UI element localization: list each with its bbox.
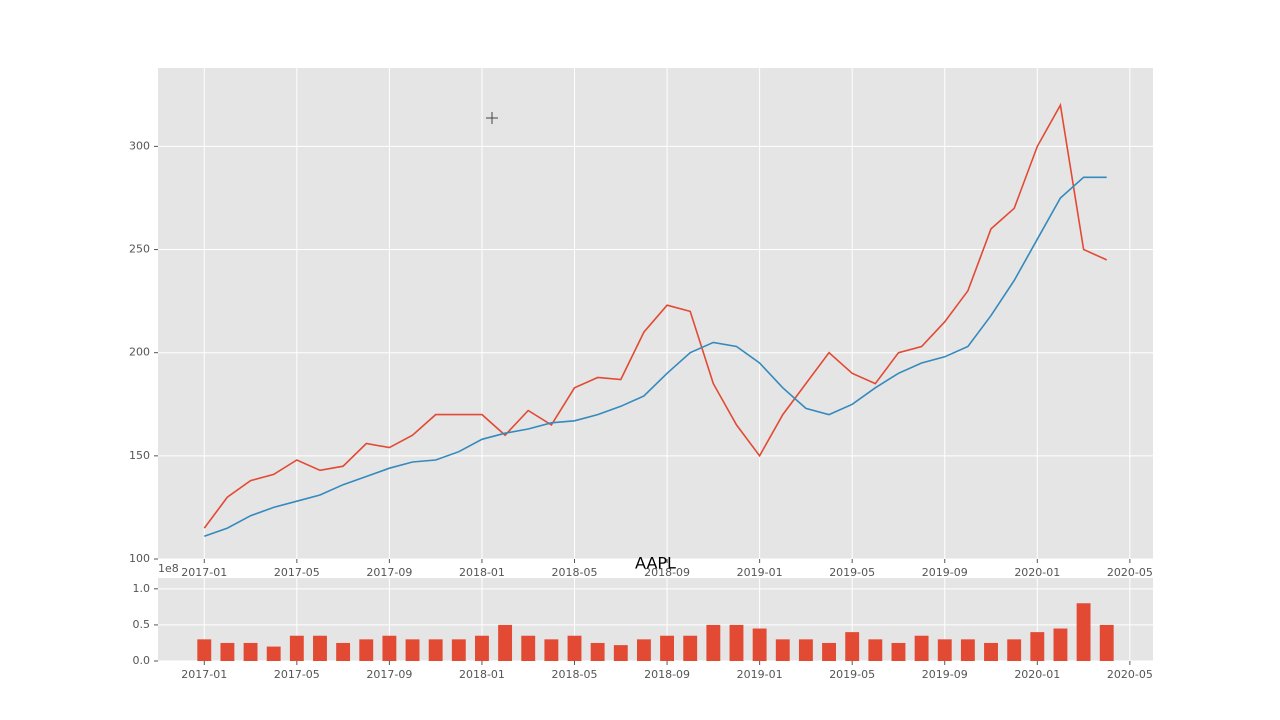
volume-bar: [451, 639, 466, 661]
volume-bar: [498, 624, 513, 661]
chart-title: AAPL: [635, 554, 676, 573]
y-tick-label: 250: [129, 243, 150, 256]
volume-bar: [289, 635, 304, 661]
x-tick-label: 2017-01: [181, 566, 227, 579]
y-tick-label: 300: [129, 139, 150, 152]
x-tick-label: 2018-01: [459, 566, 505, 579]
x-tick-label: 2017-05: [274, 566, 320, 579]
x-tick-label: 2020-01: [1014, 566, 1060, 579]
volume-bar: [590, 642, 605, 661]
y-tick-label: 100: [129, 552, 150, 565]
volume-bar: [984, 642, 998, 661]
volume-bar: [336, 642, 351, 661]
x-tick-label: 2018-09: [644, 566, 690, 579]
offset-label: 1e8: [158, 562, 179, 575]
y-tick-label: 150: [129, 449, 150, 462]
x-tick-label: 2019-01: [737, 566, 783, 579]
volume-bar: [613, 645, 628, 661]
x-tick-label: 2018-09: [644, 668, 690, 681]
x-tick-label: 2019-05: [829, 566, 875, 579]
volume-bar: [1030, 632, 1045, 661]
volume-bar: [937, 639, 952, 661]
volume-bar: [1007, 639, 1022, 661]
volume-bar: [1099, 624, 1114, 661]
x-tick-label: 2020-01: [1014, 668, 1060, 681]
volume-bar: [891, 642, 906, 661]
volume-bar: [914, 635, 929, 661]
x-tick-label: 2018-01: [459, 668, 505, 681]
volume-bar: [960, 639, 975, 661]
volume-bar: [798, 639, 813, 661]
volume-bar: [822, 642, 836, 661]
x-tick-label: 2017-09: [366, 668, 412, 681]
x-tick-label: 2018-05: [552, 566, 598, 579]
price-line: [204, 176, 1107, 538]
volume-bar: [868, 639, 883, 661]
x-tick-label: 2017-09: [366, 566, 412, 579]
y-tick-label: 0.0: [133, 654, 151, 667]
y-tick-label: 1.0: [133, 582, 151, 595]
volume-bar: [359, 639, 374, 661]
volume-bar: [636, 639, 651, 661]
volume-bar: [1076, 603, 1091, 661]
volume-bar: [729, 624, 744, 661]
volume-bar: [567, 635, 582, 661]
volume-bar: [752, 628, 767, 661]
x-tick-label: 2017-05: [274, 668, 320, 681]
volume-bar: [683, 635, 698, 661]
x-tick-label: 2019-05: [829, 668, 875, 681]
volume-bar: [706, 624, 721, 661]
price-line: [203, 102, 1108, 529]
volume-bar: [313, 635, 327, 661]
x-tick-label: 2019-01: [737, 668, 783, 681]
plot-area: [158, 68, 1153, 559]
x-tick-label: 2018-05: [552, 668, 598, 681]
cursor: [486, 112, 498, 124]
x-tick-label: 2020-05: [1107, 566, 1153, 579]
volume-bar: [220, 642, 235, 661]
volume-bar: [428, 639, 443, 661]
x-tick-label: 2019-09: [922, 566, 968, 579]
volume-bar: [266, 646, 281, 661]
volume-bar: [405, 639, 420, 661]
volume-bar: [243, 642, 258, 661]
x-tick-label: 2017-01: [181, 668, 227, 681]
volume-bar: [475, 635, 489, 661]
volume-bar: [197, 639, 212, 661]
volume-bar: [521, 635, 536, 661]
volume-bar: [775, 639, 790, 661]
volume-bar: [660, 635, 675, 661]
x-tick-label: 2020-05: [1107, 668, 1153, 681]
plot-area: [158, 578, 1153, 661]
volume-bar: [544, 639, 559, 661]
volume-bar: [1053, 628, 1068, 661]
volume-bar: [845, 632, 860, 661]
y-tick-label: 0.5: [133, 618, 151, 631]
x-tick-label: 2019-09: [922, 668, 968, 681]
volume-bar: [382, 635, 397, 661]
y-tick-label: 200: [129, 346, 150, 359]
